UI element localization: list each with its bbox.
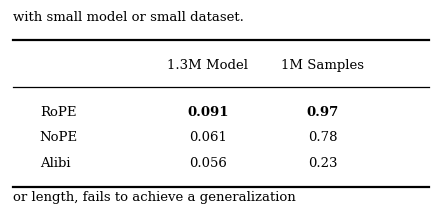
Text: 0.78: 0.78	[308, 131, 337, 144]
Text: with small model or small dataset.: with small model or small dataset.	[13, 11, 244, 24]
Text: 0.091: 0.091	[187, 106, 229, 119]
Text: 1M Samples: 1M Samples	[281, 59, 364, 72]
Text: 0.97: 0.97	[307, 106, 339, 119]
Text: 0.061: 0.061	[189, 131, 227, 144]
Text: 0.23: 0.23	[308, 157, 337, 170]
Text: 1.3M Model: 1.3M Model	[167, 59, 248, 72]
Text: 0.056: 0.056	[189, 157, 227, 170]
Text: RoPE: RoPE	[40, 106, 76, 119]
Text: or length, fails to achieve a generalization: or length, fails to achieve a generaliza…	[13, 191, 296, 204]
Text: NoPE: NoPE	[40, 131, 78, 144]
Text: Alibi: Alibi	[40, 157, 70, 170]
